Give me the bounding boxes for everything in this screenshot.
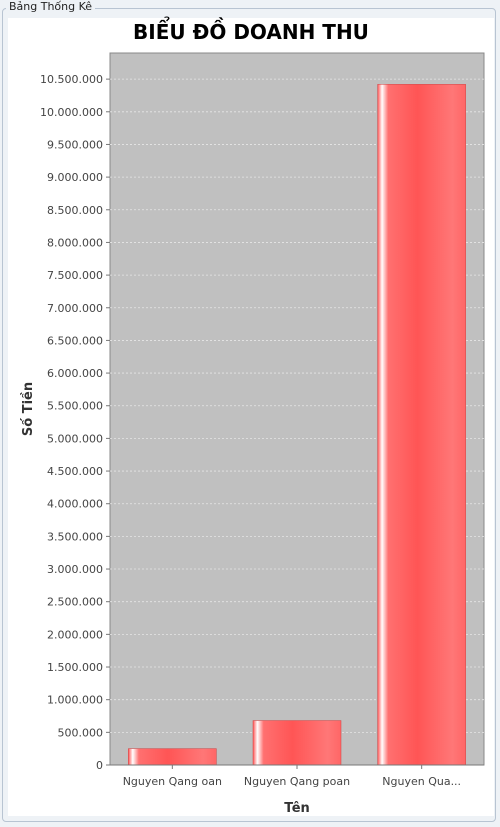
y-tick-label: 6.000.000	[47, 367, 103, 380]
bar	[252, 720, 342, 766]
chart-title: BIỂU ĐỒ DOANH THU	[133, 20, 369, 44]
chart-area: BIỂU ĐỒ DOANH THU 0 500.000 1.000.000 1.500…	[8, 18, 494, 816]
panel-border	[2, 8, 496, 822]
bar	[377, 84, 466, 766]
y-tick-label: 5.500.000	[47, 400, 103, 413]
y-tick-label: 8.500.000	[47, 204, 103, 217]
y-tick-label: 9.000.000	[47, 171, 103, 184]
y-tick-label: 7.000.000	[47, 302, 103, 315]
y-tick-label: 0	[96, 759, 103, 772]
y-tick-label: 3.000.000	[47, 563, 103, 576]
y-tick-label: 500.000	[58, 726, 104, 739]
x-tick-label: Nguyen Qua...	[382, 775, 461, 788]
y-tick-label: 2.000.000	[47, 628, 103, 641]
bar	[128, 748, 217, 766]
y-tick-label: 3.500.000	[47, 530, 103, 543]
y-tick-label: 5.000.000	[47, 432, 103, 445]
y-tick-label: 1.000.000	[47, 694, 103, 707]
y-tick-label: 6.500.000	[47, 334, 103, 347]
y-tick-label: 9.500.000	[47, 138, 103, 151]
y-tick-label: 7.500.000	[47, 269, 103, 282]
axes: 0 500.000 1.000.000 1.500.000 2.000.000 2.500…	[40, 73, 484, 788]
y-tick-label: 2.500.000	[47, 596, 103, 609]
y-tick-label: 4.000.000	[47, 498, 103, 511]
y-tick-label: 10.500.000	[40, 73, 103, 86]
x-axis-title: Tên	[284, 801, 310, 816]
y-axis-title: Số Tiền	[21, 382, 36, 436]
bars	[128, 84, 466, 766]
y-tick-label: 10.000.000	[40, 106, 103, 119]
y-tick-label: 1.500.000	[47, 661, 103, 674]
x-tick-label: Nguyen Qang oan	[123, 775, 222, 788]
bar-chart: 0 500.000 1.000.000 1.500.000 2.000.000 2.500…	[21, 52, 485, 816]
y-tick-label: 8.000.000	[47, 236, 103, 249]
panel-title: Bảng Thống Kê	[6, 0, 96, 13]
y-tick-label: 4.500.000	[47, 465, 103, 478]
x-tick-label: Nguyen Qang poan	[244, 775, 350, 788]
